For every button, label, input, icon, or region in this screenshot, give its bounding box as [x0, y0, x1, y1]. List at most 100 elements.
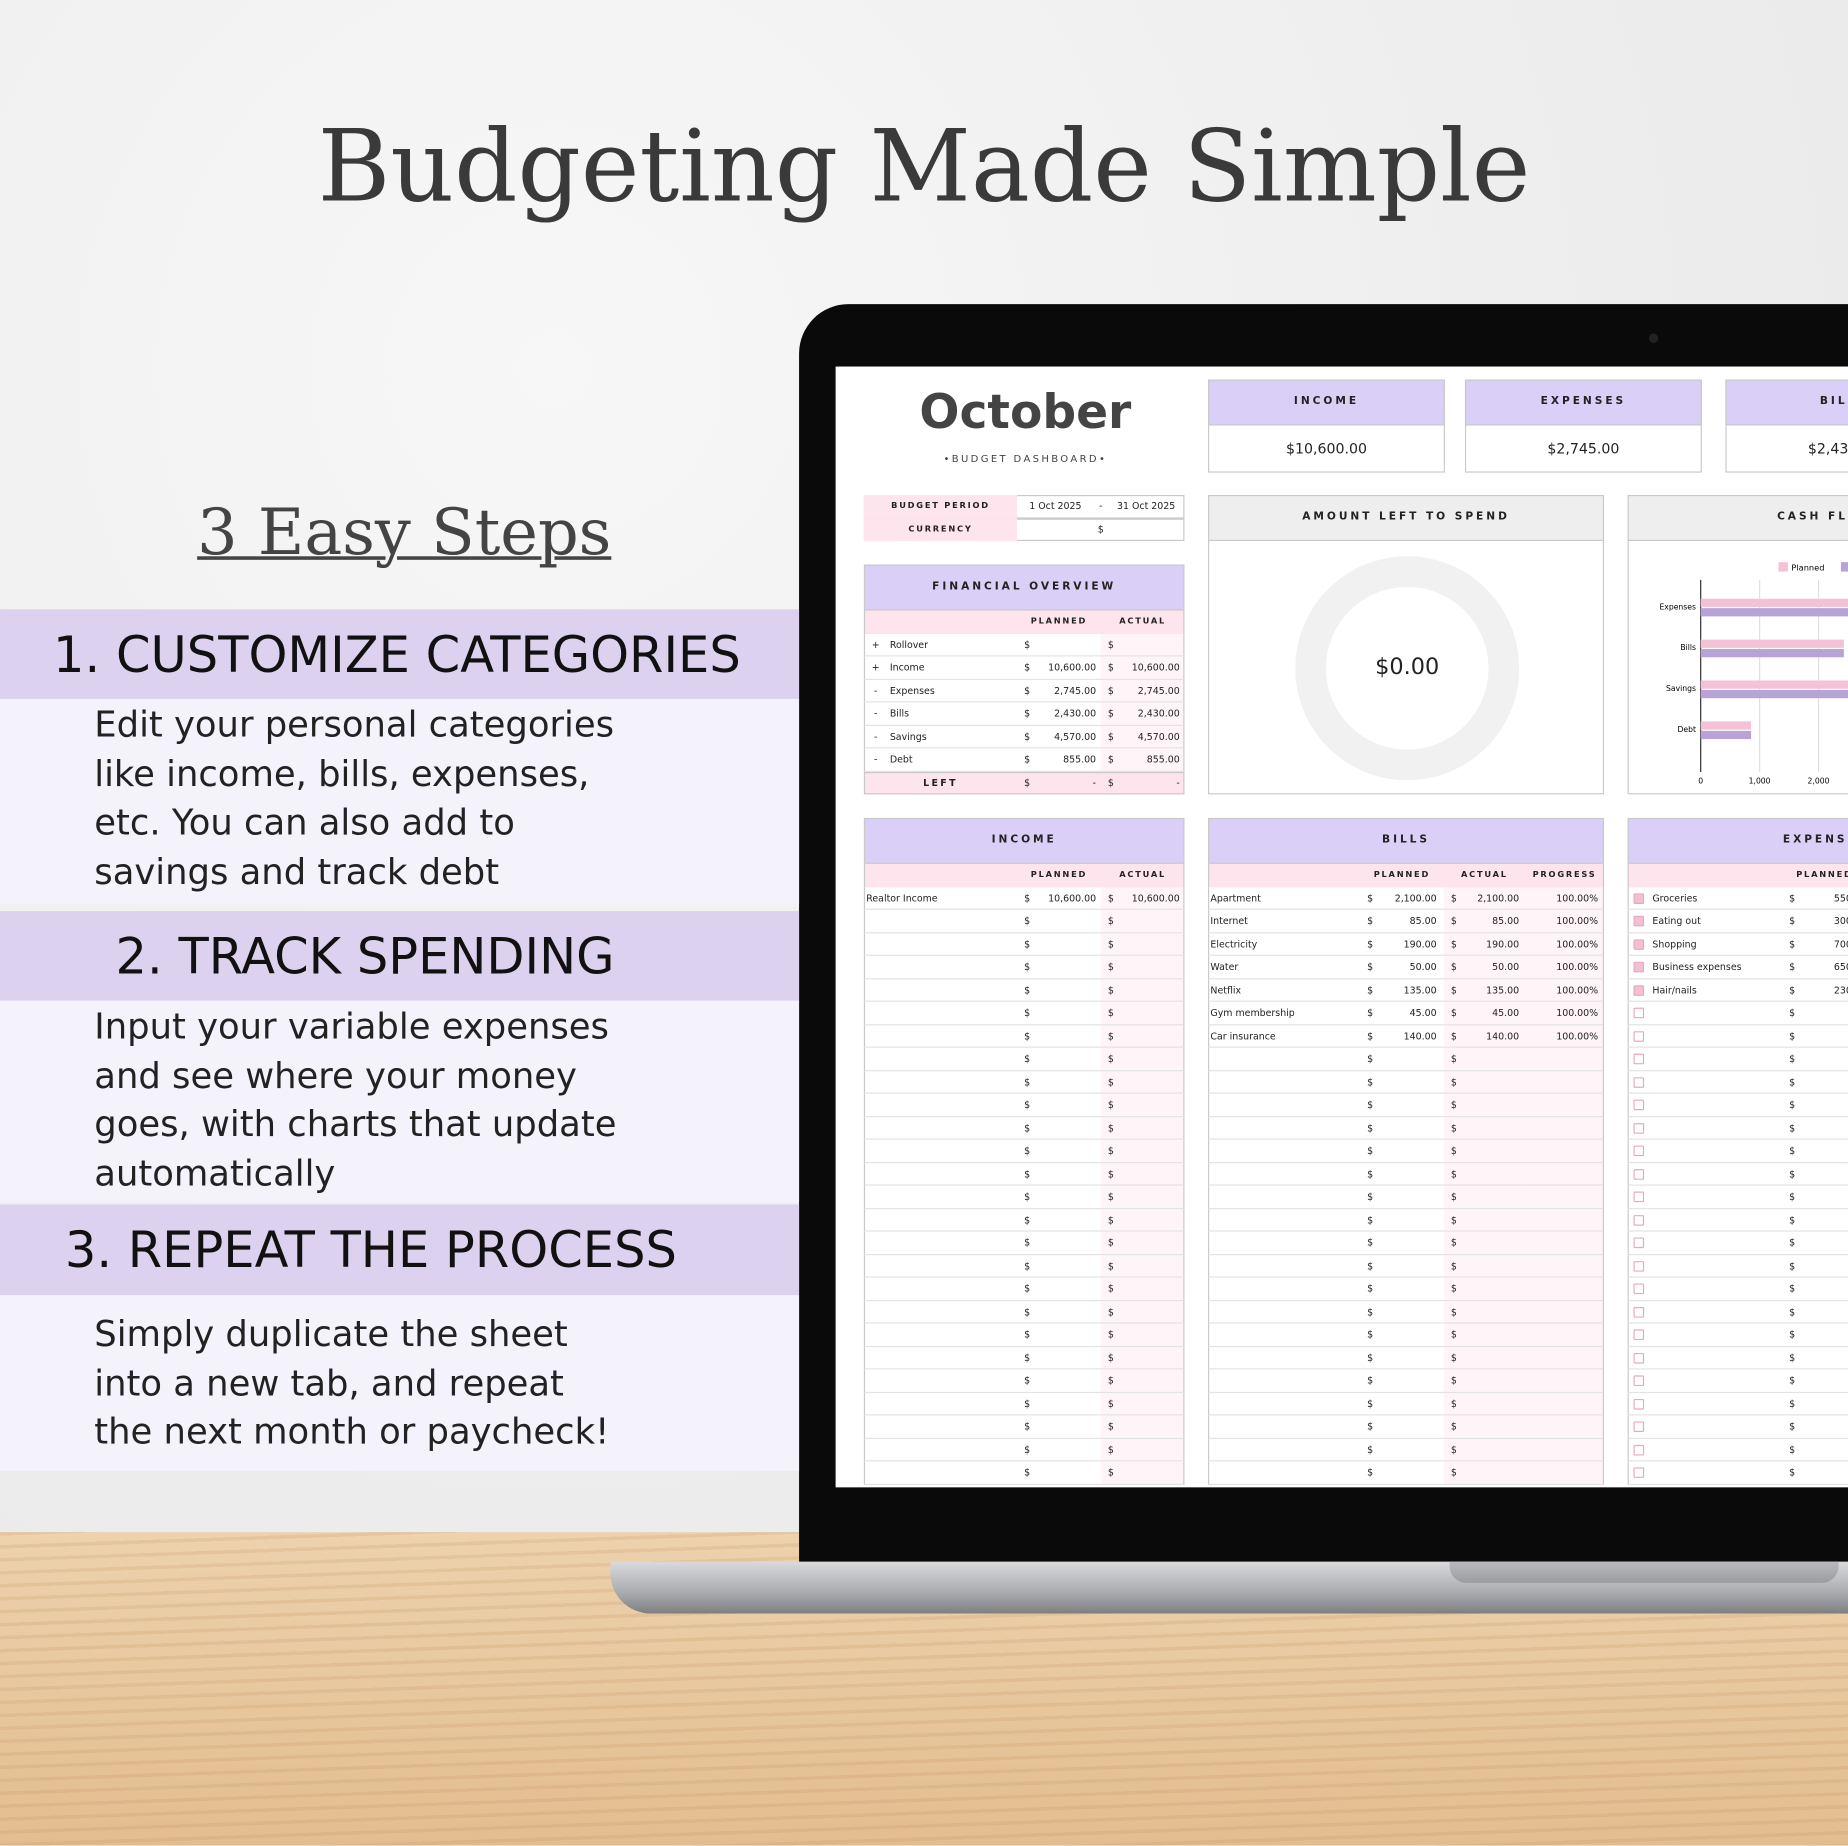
column-header: ACTUAL [1119, 869, 1167, 880]
checkbox[interactable] [1633, 1237, 1645, 1249]
cell: $ [1450, 1352, 1457, 1364]
total-cell: $ [1107, 777, 1114, 788]
cell: 10,600.00 [1048, 892, 1097, 904]
checkbox[interactable] [1633, 1191, 1645, 1203]
checkbox[interactable] [1633, 1099, 1645, 1111]
checkbox[interactable] [1633, 1145, 1645, 1157]
cell: $ [1024, 1352, 1031, 1364]
cell: $ [1024, 1398, 1031, 1409]
checkbox[interactable] [1633, 1122, 1645, 1134]
row-line [863, 1392, 1185, 1416]
checkbox[interactable] [1633, 915, 1645, 927]
period-label: BUDGET PERIOD [863, 494, 1018, 518]
cell: $ [1789, 1283, 1796, 1295]
cell: $ [1789, 1191, 1796, 1203]
checkbox[interactable] [1633, 984, 1645, 996]
checkbox[interactable] [1633, 1421, 1645, 1432]
cell: Realtor Income [866, 892, 938, 904]
camera [1648, 333, 1659, 343]
table-header: BILLS [1208, 817, 1605, 864]
cell: $ [1367, 892, 1374, 904]
checkbox[interactable] [1633, 1168, 1645, 1180]
cell: $ [1024, 984, 1031, 996]
row-line [1208, 1346, 1605, 1370]
cell: $ [1789, 938, 1796, 950]
checkbox[interactable] [1633, 1329, 1645, 1341]
cell: 100.00% [1556, 1007, 1599, 1019]
checkbox[interactable] [1633, 1007, 1645, 1019]
donut-value: $0.00 [1375, 654, 1440, 681]
cell: $ [1789, 1030, 1796, 1042]
checkbox[interactable] [1633, 961, 1645, 973]
checkbox[interactable] [1633, 1053, 1645, 1065]
row-line [863, 932, 1185, 956]
checkbox[interactable] [1633, 1375, 1645, 1386]
cell: - [873, 754, 878, 765]
checkbox[interactable] [1633, 1398, 1645, 1409]
total-cell: $ [1024, 777, 1031, 788]
step-text: into a new tab, and repeat [94, 1363, 564, 1405]
cell: 45.00 [1492, 1007, 1520, 1019]
row-line [1208, 1139, 1605, 1163]
cell: Gym membership [1210, 1007, 1295, 1019]
row-line [1627, 932, 1848, 956]
checkbox[interactable] [1633, 1444, 1645, 1455]
page-subtitle: 3 Easy Steps [197, 494, 612, 570]
bar [1700, 680, 1848, 689]
cell: - [873, 731, 878, 742]
cell: Apartment [1210, 892, 1261, 904]
checkbox[interactable] [1633, 1260, 1645, 1272]
cell: 190.00 [1403, 938, 1437, 950]
cell: $ [1789, 1237, 1796, 1249]
step-band [0, 911, 800, 1002]
cell: $ [1024, 892, 1031, 904]
bar [1700, 639, 1844, 648]
cell: $ [1024, 1260, 1031, 1272]
cell: $ [1367, 1283, 1374, 1295]
checkbox[interactable] [1633, 892, 1645, 904]
card-value: $10,600.00 [1285, 440, 1367, 458]
panel-header: AMOUNT LEFT TO SPEND [1208, 494, 1605, 541]
cell: $ [1367, 1421, 1374, 1432]
row-line [1208, 932, 1605, 956]
checkbox[interactable] [1633, 1467, 1645, 1478]
checkbox[interactable] [1633, 1352, 1645, 1364]
cell: $ [1107, 754, 1114, 765]
table-header: FINANCIAL OVERVIEW [863, 564, 1185, 611]
period-value: 1 Oct 2025 [1029, 500, 1082, 512]
step-text: like income, bills, expenses, [94, 753, 590, 795]
row-line [1627, 1369, 1848, 1393]
cell: $ [1107, 1237, 1114, 1249]
checkbox[interactable] [1633, 1214, 1645, 1226]
cell: 50.00 [1409, 961, 1437, 973]
cell: $ [1024, 1191, 1031, 1203]
checkbox[interactable] [1633, 1283, 1645, 1295]
row-line [1627, 1070, 1848, 1094]
cell: $ [1024, 1168, 1031, 1180]
bar [1700, 730, 1752, 740]
cell: Internet [1210, 915, 1248, 927]
total-cell: - [1092, 777, 1097, 788]
step-text: etc. You can also add to [94, 802, 515, 844]
cell: $ [1024, 915, 1031, 927]
y-tick-label: Debt [1677, 725, 1695, 734]
cell: $ [1107, 1076, 1114, 1088]
row-line [863, 1231, 1185, 1255]
cell: $ [1450, 1007, 1457, 1019]
bar [1700, 721, 1752, 730]
cell: $ [1450, 1329, 1457, 1341]
cell: Eating out [1652, 915, 1701, 927]
checkbox[interactable] [1633, 1076, 1645, 1088]
cell: - [873, 708, 878, 719]
cell: $ [1450, 1053, 1457, 1065]
checkbox[interactable] [1633, 1030, 1645, 1042]
cell: - [873, 685, 878, 696]
checkbox[interactable] [1633, 938, 1645, 950]
row-line [1627, 1047, 1848, 1071]
row-line [863, 1254, 1185, 1278]
row-line [1208, 1369, 1605, 1393]
row-line [1208, 1070, 1605, 1094]
x-tick-label: 0 [1698, 777, 1703, 786]
checkbox[interactable] [1633, 1306, 1645, 1318]
dashboard-label: •BUDGET DASHBOARD• [943, 453, 1108, 466]
